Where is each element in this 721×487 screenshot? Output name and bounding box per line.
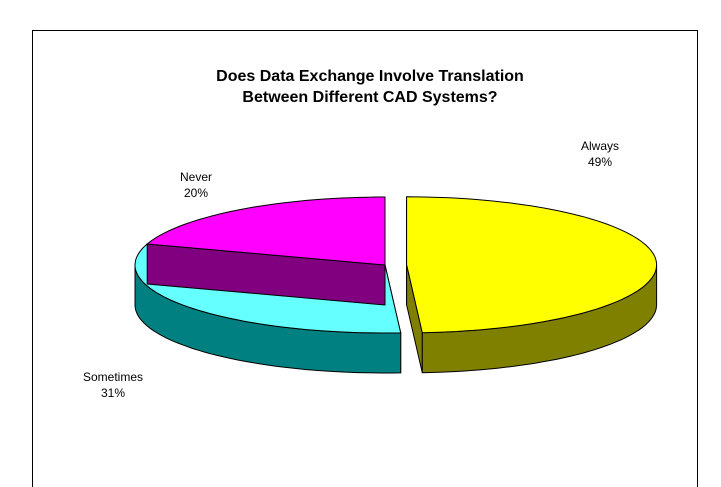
slice-label: Always (581, 139, 619, 153)
slice-value-label: 20% (184, 186, 208, 200)
pie (134, 196, 658, 374)
chart-title: Does Data Exchange Involve Translation B… (216, 68, 524, 106)
slice-label: Never (180, 170, 212, 184)
slice-value-label: 49% (588, 155, 612, 169)
slice-label: Sometimes (83, 370, 143, 384)
pie-slice (145, 196, 386, 306)
slice-top (406, 196, 658, 334)
pie-slice (406, 196, 658, 374)
slice-top (145, 196, 386, 266)
slice-value-label: 31% (101, 386, 125, 400)
